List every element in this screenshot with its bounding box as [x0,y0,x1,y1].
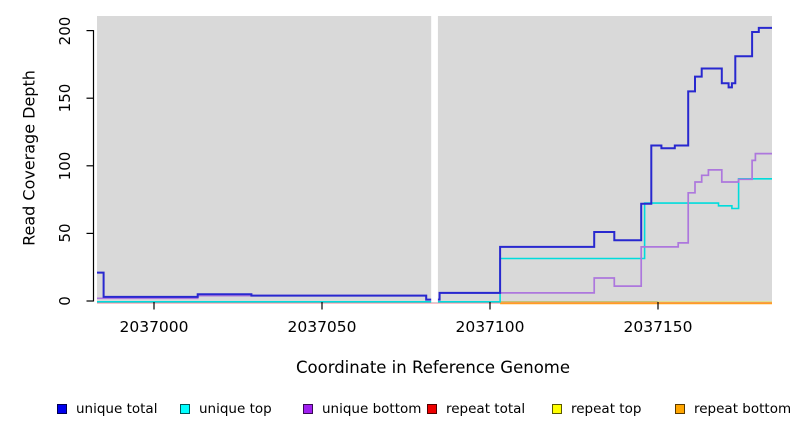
legend-swatch-repeat-total [427,404,437,414]
legend-swatch-unique-top [180,404,190,414]
legend-swatch-repeat-top [552,404,562,414]
no-data-gap-band [431,15,438,303]
legend-swatch-repeat-bottom [675,404,685,414]
legend-item-unique-bottom: unique bottom [303,401,421,417]
series-unique-total [97,26,772,301]
y-axis-title: Read Coverage Depth [19,70,39,246]
legend-item-repeat-total: repeat total [427,401,525,417]
x-tick-label: 2037100 [455,318,525,336]
legend-item-unique-total: unique total [57,401,157,417]
legend-swatch-unique-total [57,404,67,414]
legend-label-unique-top: unique top [199,401,272,417]
legend-item-repeat-top: repeat top [552,401,641,417]
legend-label-unique-bottom: unique bottom [322,401,422,417]
legend-label-repeat-total: repeat total [446,401,526,417]
legend-label-repeat-bottom: repeat bottom [694,401,792,417]
x-tick-label: 2037150 [623,318,693,336]
y-tick-label: 0 [56,296,74,306]
legend-label-unique-total: unique total [76,401,158,417]
legend-swatch-unique-bottom [303,404,313,414]
y-tick-label: 100 [56,151,74,181]
legend-label-repeat-top: repeat top [571,401,642,417]
x-tick-label: 2037050 [287,318,357,336]
legend-item-unique-top: unique top [180,401,272,417]
x-tick-label: 2037000 [119,318,189,336]
y-tick-label: 200 [56,16,74,45]
y-tick-label: 50 [56,223,74,243]
legend-item-repeat-bottom: repeat bottom [675,401,791,417]
x-axis-title: Coordinate in Reference Genome [295,358,571,377]
y-tick-label: 150 [56,83,74,113]
